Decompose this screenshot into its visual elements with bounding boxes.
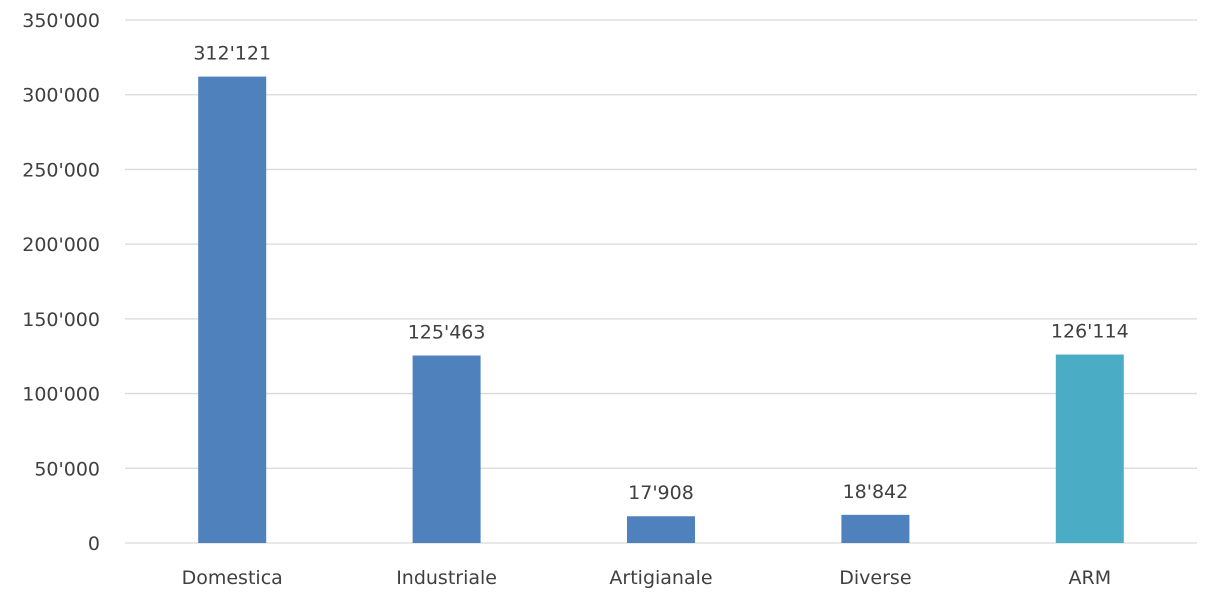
data-label: 312'121 [193, 43, 271, 65]
bar [1055, 354, 1124, 543]
y-axis-tick-labels: 0 50'000 100'000 150'000 200'000 250'000 300'0… [22, 10, 100, 555]
x-category-label: Domestica [182, 567, 283, 589]
x-category-label: Artigianale [609, 567, 712, 589]
y-tick-label: 300'000 [22, 85, 100, 107]
y-tick-label: 0 [88, 533, 100, 555]
bar [412, 355, 481, 543]
x-category-label: Industriale [396, 567, 497, 589]
bars [198, 76, 1124, 543]
y-tick-label: 350'000 [22, 10, 100, 32]
y-tick-label: 100'000 [22, 384, 100, 406]
gridlines [125, 19, 1197, 544]
data-labels: 312'121 125'463 17'908 18'842 126'114 [193, 43, 1128, 505]
data-label: 125'463 [408, 322, 486, 344]
y-tick-label: 250'000 [22, 159, 100, 181]
y-tick-label: 50'000 [34, 458, 100, 480]
x-category-label: ARM [1069, 567, 1112, 589]
data-label: 126'114 [1051, 321, 1129, 343]
x-axis-category-labels: Domestica Industriale Artigianale Diverse AR… [182, 567, 1111, 589]
y-tick-label: 150'000 [22, 309, 100, 331]
data-label: 17'908 [628, 482, 694, 504]
x-category-label: Diverse [839, 567, 911, 589]
bar [627, 516, 695, 543]
bar [841, 514, 910, 543]
bar [198, 76, 267, 543]
y-tick-label: 200'000 [22, 234, 100, 256]
data-label: 18'842 [843, 481, 909, 503]
